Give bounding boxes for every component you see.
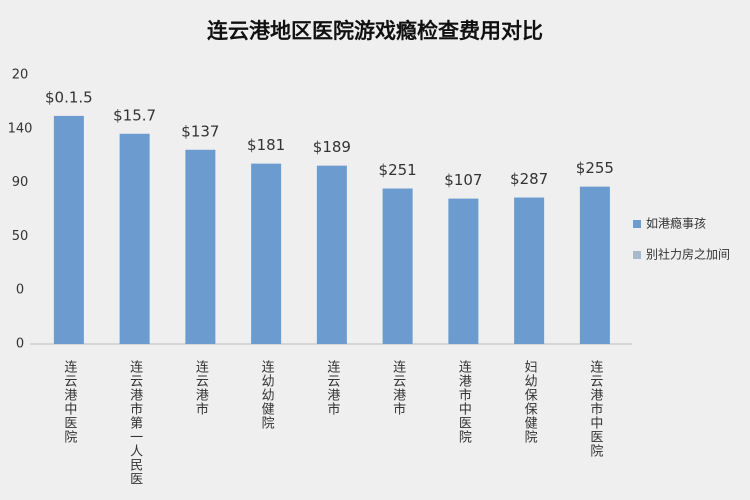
bar-annotation: $107	[444, 171, 482, 189]
bar-annotation: $181	[247, 136, 285, 154]
bar	[53, 115, 84, 344]
bar-annotation: $255	[576, 159, 614, 177]
y-tick-label: 20	[12, 68, 29, 83]
bar	[448, 198, 479, 344]
y-tick-label: 0	[16, 283, 24, 298]
bar-annotation: $137	[181, 122, 219, 140]
x-tick-label: 连幼幼健院	[259, 359, 275, 430]
x-tick-label: 连港市中医院	[456, 359, 472, 444]
legend-label: 别社力房之加间	[646, 247, 730, 262]
x-tick-label: 连云港市	[390, 359, 406, 416]
bar-annotation: $0.1.5	[45, 88, 93, 106]
bar-annotation: $251	[379, 161, 417, 179]
bar	[185, 149, 216, 344]
x-tick-label: 连云港市第一人民医	[127, 359, 143, 486]
bar	[316, 165, 347, 344]
x-tick-label: 连云港市	[324, 359, 340, 416]
bar	[251, 163, 282, 344]
bar-annotation: $15.7	[113, 106, 156, 124]
bar	[514, 197, 545, 344]
bar	[579, 186, 610, 344]
x-tick-label: 连云港市	[193, 359, 209, 416]
x-tick-label: 连云港中医院	[61, 359, 77, 444]
legend-swatch	[633, 251, 641, 259]
chart-title: 连云港地区医院游戏瘾检查费用对比	[207, 19, 543, 43]
y-tick-label: 140	[8, 121, 33, 136]
x-tick-label: 连云港市中医院	[587, 359, 603, 458]
x-tick-label: 妇幼保保健院	[522, 359, 538, 444]
bar-annotation: $189	[313, 138, 351, 156]
legend-label: 如港瘾事孩	[646, 216, 706, 231]
bar	[119, 133, 150, 344]
bar-annotation: $287	[510, 170, 548, 188]
y-tick-label: 0	[16, 337, 24, 352]
bar	[382, 188, 413, 344]
legend-swatch	[633, 220, 641, 228]
y-tick-label: 90	[12, 175, 29, 190]
y-tick-label: 50	[12, 229, 29, 244]
